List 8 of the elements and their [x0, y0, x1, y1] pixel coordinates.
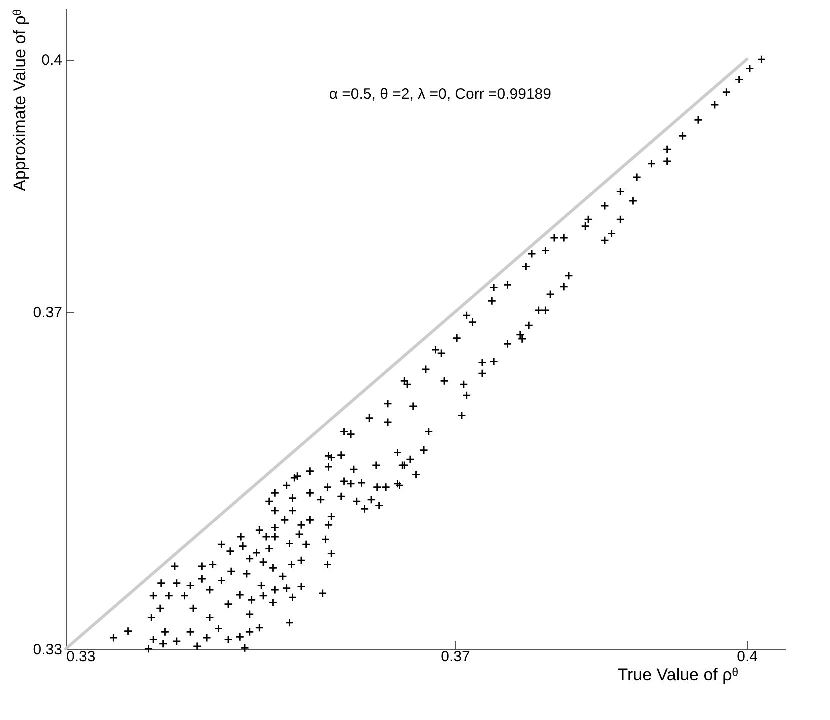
x-tick-label: 0.37: [441, 648, 470, 666]
y-tick-label: 0.37: [33, 304, 62, 322]
annotation: α =0.5, θ =2, λ =0, Corr =0.99189: [329, 86, 552, 103]
y-axis-title: Approximate Value of ρᶿ: [10, 10, 30, 192]
x-axis-title: True Value of ρᶿ: [618, 666, 738, 684]
x-tick-label: 0.4: [737, 648, 758, 666]
y-tick-label: 0.4: [42, 52, 62, 70]
x-tick-label: 0.33: [66, 648, 96, 666]
